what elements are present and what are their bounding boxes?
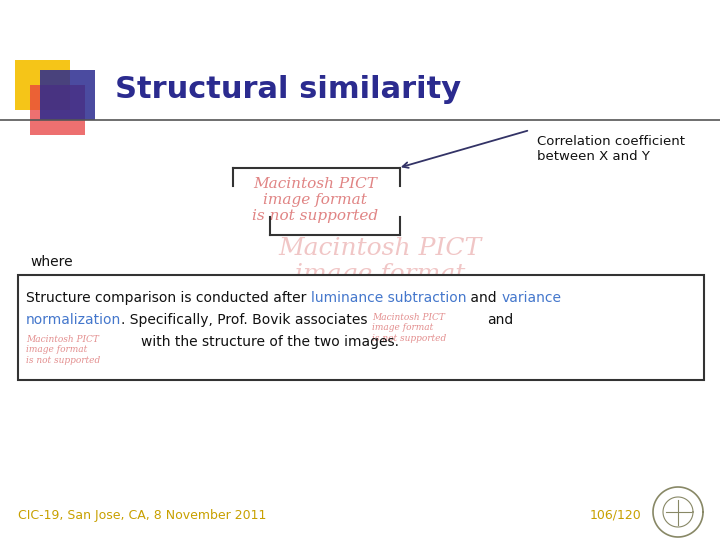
Text: luminance subtraction: luminance subtraction	[311, 291, 467, 305]
Text: . Specifically, Prof. Bovik associates: . Specifically, Prof. Bovik associates	[121, 313, 372, 327]
Bar	[18, 275, 704, 380]
Text: Macintosh PICT
image format
is not supported: Macintosh PICT image format is not suppo…	[372, 313, 446, 343]
Bar	[30, 85, 85, 135]
Text: and: and	[467, 291, 501, 305]
Text: variance: variance	[501, 291, 562, 305]
Text: 106/120: 106/120	[590, 509, 642, 522]
Text: and: and	[487, 313, 513, 327]
Text: Correlation coefficient
between X and Y: Correlation coefficient between X and Y	[537, 135, 685, 163]
Text: where: where	[30, 255, 73, 269]
Text: Macintosh PICT
image format
is not supported: Macintosh PICT image format is not suppo…	[276, 237, 483, 313]
Text: Macintosh PICT
image format
is not supported: Macintosh PICT image format is not suppo…	[252, 177, 378, 223]
Bar	[40, 70, 95, 120]
Text: Macintosh PICT
image format
is not supported: Macintosh PICT image format is not suppo…	[26, 335, 100, 365]
Text: CIC-19, San Jose, CA, 8 November 2011: CIC-19, San Jose, CA, 8 November 2011	[18, 509, 266, 522]
Text: Structure comparison is conducted after: Structure comparison is conducted after	[26, 291, 311, 305]
Text: normalization: normalization	[26, 313, 121, 327]
Text: Structural similarity: Structural similarity	[115, 76, 461, 105]
Text: with the structure of the two images.: with the structure of the two images.	[141, 335, 399, 349]
Bar	[15, 60, 70, 110]
